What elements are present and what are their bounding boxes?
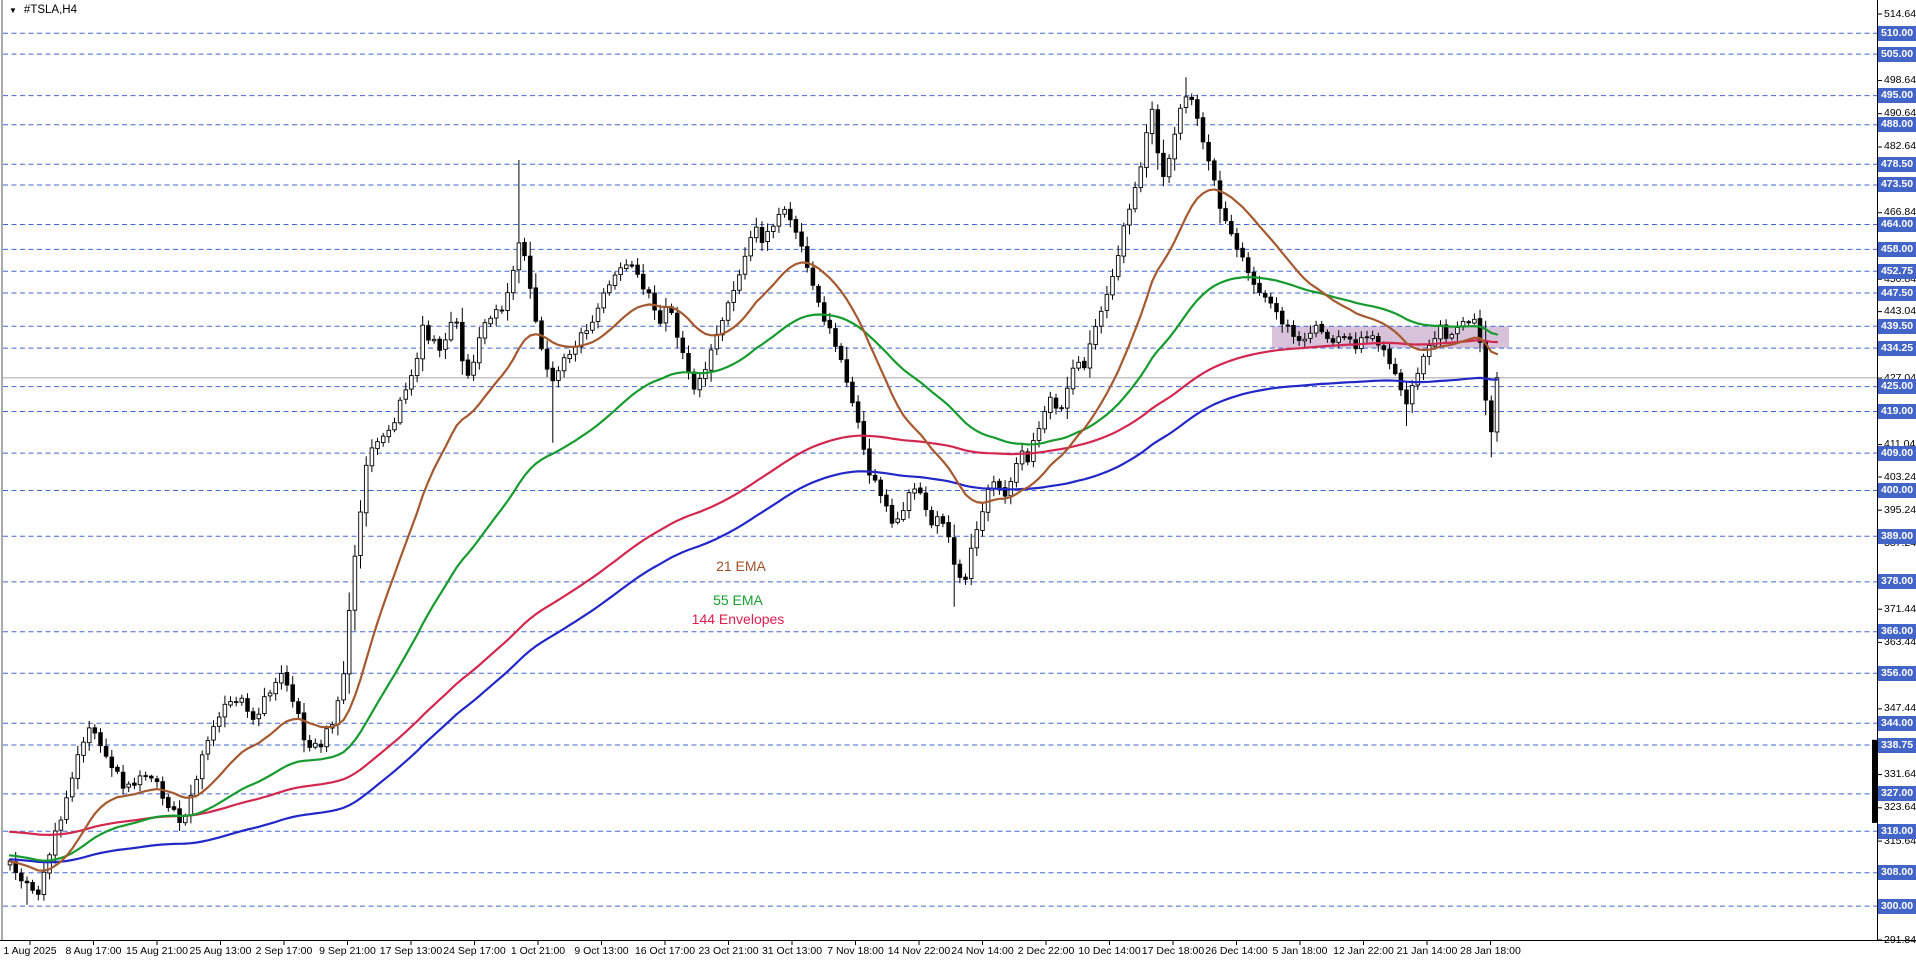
price-level-badge[interactable]: 409.00: [1878, 445, 1916, 461]
time-axis-label: 17 Sep 13:00: [379, 945, 443, 957]
time-axis-label: 7 Nov 18:00: [827, 945, 884, 957]
price-level-badge[interactable]: 389.00: [1878, 528, 1916, 544]
price-level-badge[interactable]: 300.00: [1878, 898, 1916, 914]
candle-bodies: [7, 96, 1500, 896]
legend-item-55-ema: 55 EMA: [713, 592, 763, 608]
price-level-badge[interactable]: 425.00: [1878, 379, 1916, 395]
price-tick-label: 443.04: [1884, 305, 1916, 318]
time-axis-label: 28 Jan 18:00: [1460, 945, 1521, 957]
envelope-upper-line: [8, 339, 1499, 837]
legend-item-21-ema: 21 EMA: [716, 558, 766, 574]
price-level-badge[interactable]: 308.00: [1878, 865, 1916, 881]
time-axis-label: 24 Sep 17:00: [443, 945, 506, 957]
symbol-text: #TSLA,H4: [23, 4, 77, 16]
time-axis-label: 5 Jan 18:00: [1272, 945, 1328, 957]
time-axis-label: 2 Dec 22:00: [1017, 945, 1075, 957]
time-axis-label: 25 Aug 13:00: [189, 945, 252, 957]
time-axis-label: 16 Oct 17:00: [634, 945, 696, 957]
price-level-badge[interactable]: 400.00: [1878, 482, 1916, 498]
price-level-badge[interactable]: 439.50: [1878, 318, 1916, 334]
price-tick-label: 498.64: [1884, 73, 1916, 86]
price-level-badge[interactable]: 318.00: [1878, 823, 1916, 839]
time-axis-label: 26 Dec 14:00: [1205, 945, 1268, 957]
price-level-badge[interactable]: 356.00: [1878, 665, 1916, 681]
price-level-badge[interactable]: 478.50: [1878, 156, 1916, 172]
price-tick-label: 514.64: [1884, 7, 1916, 20]
time-axis-label: 8 Aug 17:00: [65, 945, 122, 957]
price-level-badge[interactable]: 458.00: [1878, 241, 1916, 257]
price-level-badge[interactable]: 464.00: [1878, 216, 1916, 232]
time-axis-label: 10 Dec 14:00: [1078, 945, 1141, 957]
price-level-badge[interactable]: 338.75: [1878, 737, 1916, 753]
time-axis-label: 2 Sep 17:00: [255, 945, 313, 957]
candle-wicks: [9, 77, 1498, 905]
ema55-line: [8, 276, 1499, 862]
envelope-lower-line: [8, 376, 1499, 864]
time-axis-label: 9 Sep 21:00: [319, 945, 376, 957]
price-tick-label: 482.64: [1884, 140, 1916, 153]
price-level-badge[interactable]: 434.25: [1878, 340, 1916, 356]
ema21-line: [8, 188, 1499, 872]
price-level-badge[interactable]: 327.00: [1878, 786, 1916, 802]
price-tick-label: 395.24: [1884, 503, 1916, 516]
price-tick-label: 466.84: [1884, 206, 1916, 219]
price-level-badge[interactable]: 510.00: [1878, 25, 1916, 41]
price-level-badge[interactable]: 419.00: [1878, 403, 1916, 419]
time-axis-label: 1 Oct 21:00: [510, 945, 566, 957]
price-level-badge[interactable]: 473.50: [1878, 177, 1916, 193]
price-level-badge[interactable]: 378.00: [1878, 574, 1916, 590]
price-level-badge[interactable]: 452.75: [1878, 263, 1916, 279]
legend-item-144-envelopes: 144 Envelopes: [691, 611, 785, 627]
price-level-badge[interactable]: 495.00: [1878, 88, 1916, 104]
chevron-down-icon[interactable]: ▼: [9, 5, 17, 15]
time-axis-label: 14 Nov 22:00: [887, 945, 951, 957]
price-tick-label: 403.24: [1884, 470, 1916, 483]
time-axis-label: 15 Aug 21:00: [126, 945, 188, 957]
time-axis-label: 17 Dec 18:00: [1141, 945, 1205, 957]
price-level-badge[interactable]: 505.00: [1878, 46, 1916, 62]
time-axis-label: 12 Jan 22:00: [1333, 945, 1394, 957]
time-axis-label: 1 Aug 2025: [3, 945, 57, 957]
price-tick-label: 347.44: [1884, 702, 1916, 715]
time-axis-label: 23 Oct 21:00: [698, 945, 759, 957]
price-level-badge[interactable]: 344.00: [1878, 715, 1916, 731]
price-tick-label: 331.64: [1884, 768, 1916, 781]
price-tick-label: 323.64: [1884, 801, 1916, 814]
time-axis-label: 24 Nov 14:00: [951, 945, 1014, 957]
time-axis-label: 9 Oct 13:00: [574, 945, 629, 957]
price-level-badge[interactable]: 488.00: [1878, 117, 1916, 133]
price-tick-label: 371.44: [1884, 602, 1916, 615]
price-level-badge[interactable]: 447.50: [1878, 285, 1916, 301]
price-tick-label: 291.84: [1884, 933, 1916, 946]
chart-symbol-label: ▼ #TSLA,H4: [9, 4, 77, 16]
time-axis-label: 31 Oct 13:00: [761, 945, 823, 957]
axis-range-marker: [1872, 739, 1878, 823]
price-tick-label: 490.64: [1884, 107, 1916, 120]
price-level-badge[interactable]: 366.00: [1878, 624, 1916, 640]
time-axis-label: 21 Jan 14:00: [1396, 945, 1458, 957]
